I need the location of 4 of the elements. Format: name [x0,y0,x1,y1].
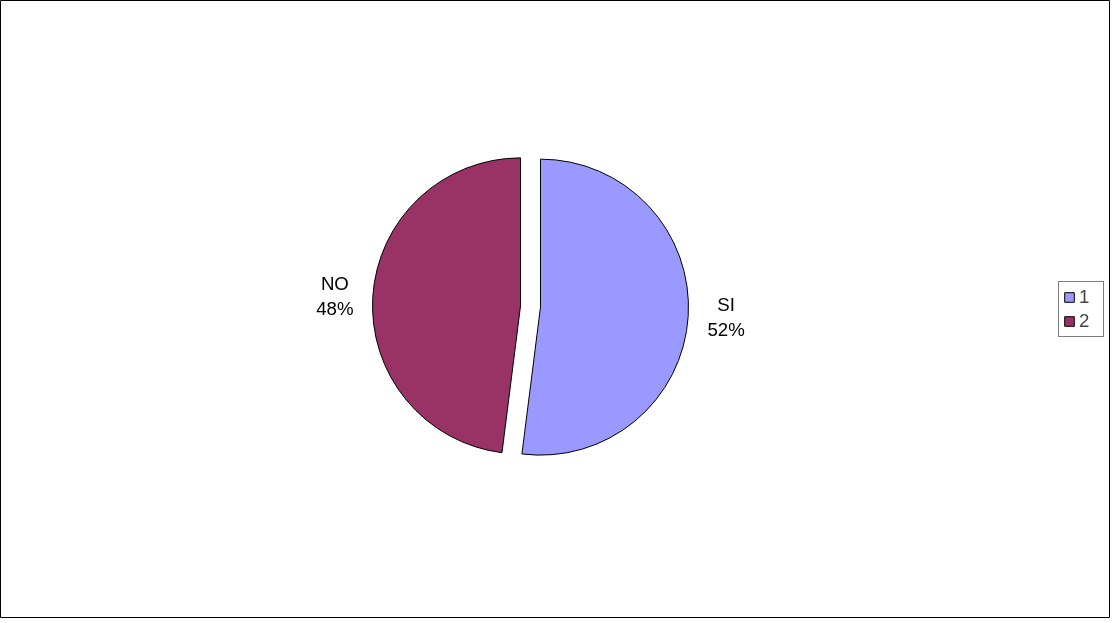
legend-label: 1 [1079,286,1091,308]
legend-label: 2 [1079,310,1091,332]
data-label: SI 52% [707,293,745,341]
data-label: NO 48% [316,272,354,320]
